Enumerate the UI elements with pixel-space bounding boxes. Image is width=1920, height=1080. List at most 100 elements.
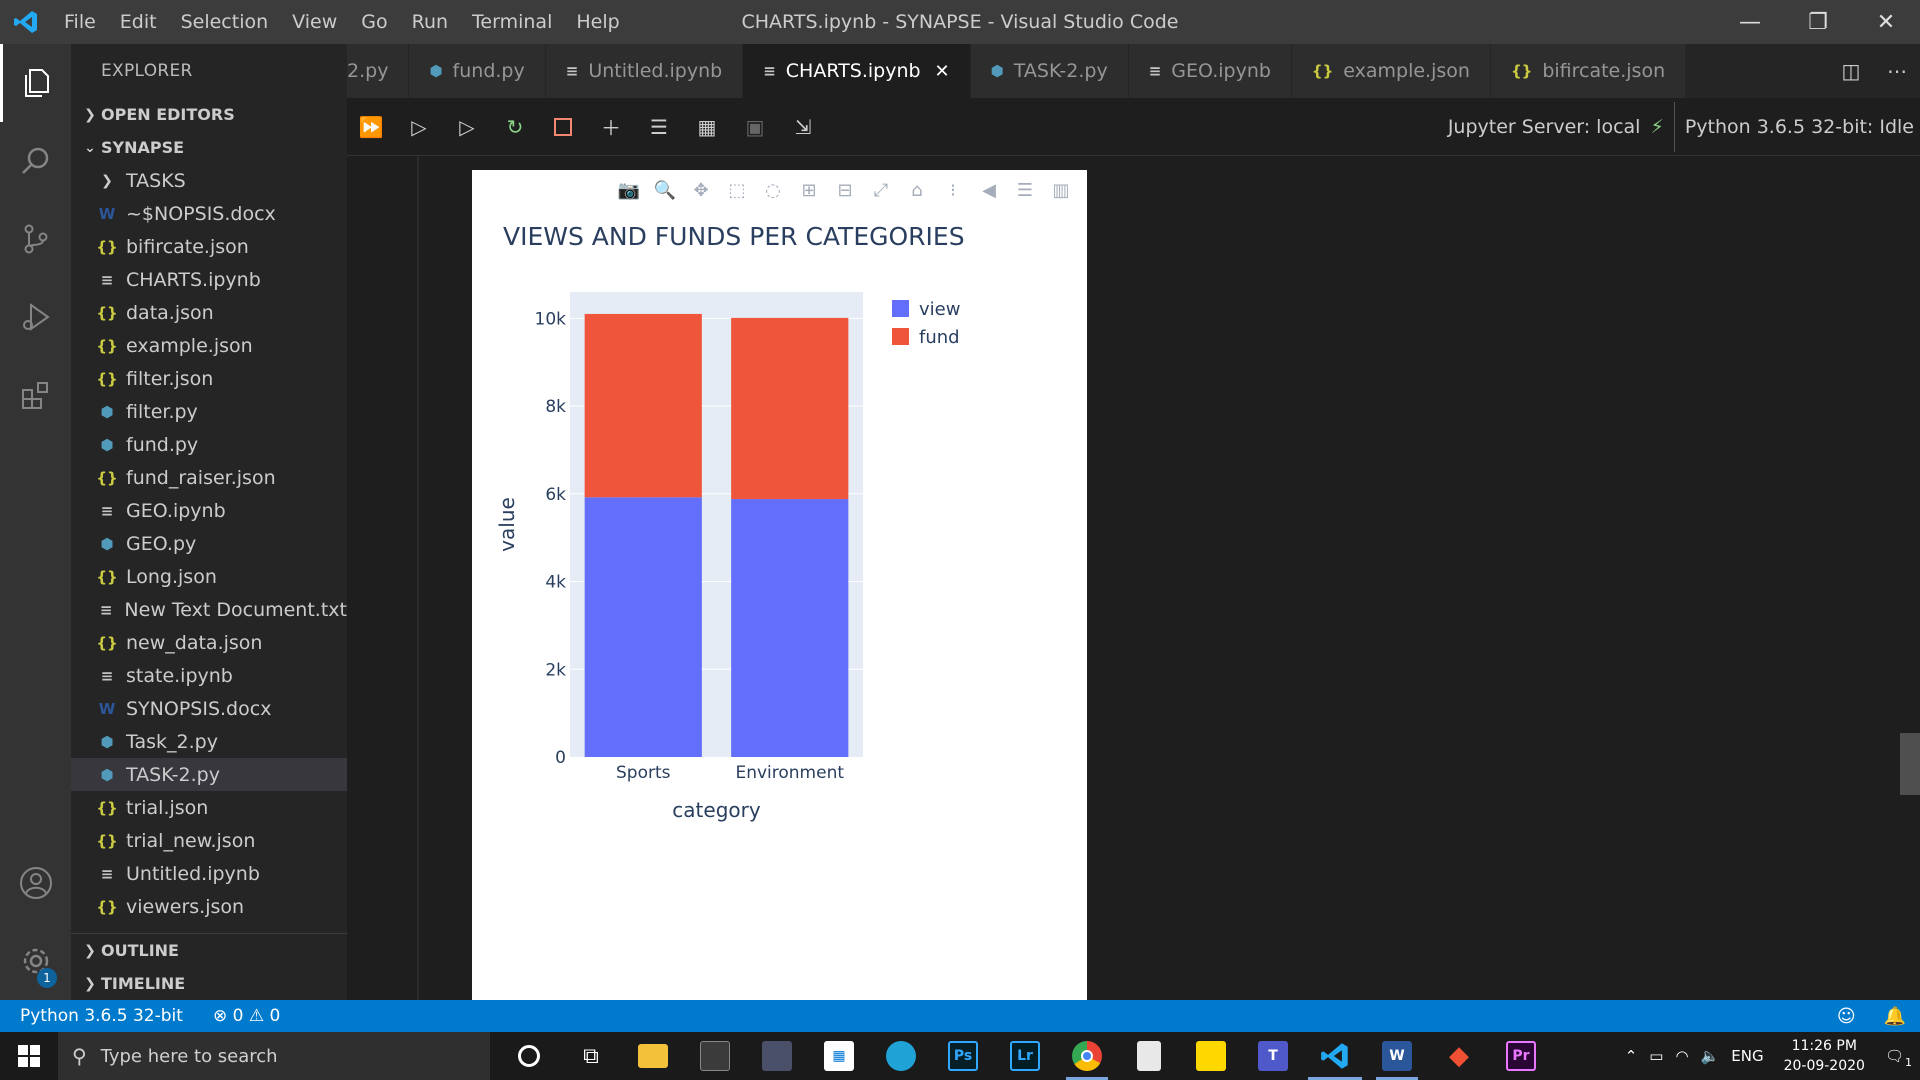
- editor-tab[interactable]: ≡ CHARTS.ipynb ✕: [743, 44, 971, 98]
- app-5-icon[interactable]: [684, 1032, 746, 1080]
- app-6-icon[interactable]: [746, 1032, 808, 1080]
- file-item[interactable]: {} example.json: [71, 329, 347, 362]
- taskbar-clock[interactable]: 11:26 PM 20-09-2020: [1770, 1036, 1879, 1076]
- timeline-section[interactable]: ❯ TIMELINE: [71, 967, 347, 1000]
- file-item[interactable]: {} viewers.json: [71, 890, 347, 923]
- pan-icon[interactable]: ✥: [693, 179, 709, 201]
- restore-button[interactable]: ❐: [1808, 9, 1828, 35]
- language-indicator[interactable]: ENG: [1731, 1047, 1764, 1065]
- hover-closest-icon[interactable]: ◀: [982, 179, 996, 201]
- close-window-button[interactable]: ✕: [1876, 9, 1896, 35]
- premiere-icon[interactable]: Pr: [1490, 1032, 1552, 1080]
- file-explorer-icon[interactable]: [622, 1032, 684, 1080]
- reset-axes-icon[interactable]: ⌂: [911, 179, 923, 201]
- editor-tab[interactable]: ⬢ TASK-2.py: [970, 44, 1129, 98]
- lightroom-icon[interactable]: Lr: [994, 1032, 1056, 1080]
- minimize-button[interactable]: —: [1739, 9, 1761, 35]
- export-icon[interactable]: ⇲: [794, 114, 812, 139]
- menu-selection[interactable]: Selection: [180, 11, 269, 33]
- zoom-out-icon[interactable]: ⊟: [837, 179, 853, 201]
- vscode-taskbar-icon[interactable]: [1304, 1032, 1366, 1080]
- run-above-icon[interactable]: ▷: [411, 114, 427, 139]
- save-icon[interactable]: ▣: [745, 114, 765, 139]
- menu-go[interactable]: Go: [361, 11, 388, 33]
- restart-kernel-icon[interactable]: ↻: [506, 114, 524, 139]
- variables-icon[interactable]: ▦: [697, 114, 717, 139]
- file-item[interactable]: W ~$NOPSIS.docx: [71, 197, 347, 230]
- file-item[interactable]: ⬢ TASK-2.py: [71, 758, 347, 791]
- scrollbar-thumb[interactable]: [1900, 733, 1920, 795]
- autoscale-icon[interactable]: ⤢: [873, 179, 889, 201]
- editor-tab[interactable]: 2.py: [347, 44, 410, 98]
- outline-section[interactable]: ❯ OUTLINE: [71, 934, 347, 967]
- git-icon[interactable]: ◆: [1449, 1041, 1469, 1071]
- menu-file[interactable]: File: [64, 11, 96, 33]
- python-interpreter[interactable]: Python 3.6.5 32-bit: [20, 1006, 183, 1026]
- clear-outputs-icon[interactable]: ☰: [650, 114, 668, 139]
- edge-icon[interactable]: [870, 1032, 932, 1080]
- teams-icon[interactable]: T: [1242, 1032, 1304, 1080]
- folder-tasks[interactable]: ❯ TASKS: [71, 164, 347, 197]
- menu-edit[interactable]: Edit: [119, 11, 157, 33]
- cortana-icon[interactable]: [498, 1032, 560, 1080]
- accounts-icon[interactable]: [0, 844, 71, 922]
- photoshop-icon[interactable]: Ps: [932, 1032, 994, 1080]
- file-item[interactable]: ≡ Untitled.ipynb: [71, 857, 347, 890]
- spike-lines-icon[interactable]: ⁝: [950, 179, 956, 201]
- plotly-logo-icon[interactable]: ▥: [1052, 179, 1070, 201]
- editor-tab[interactable]: ≡ GEO.ipynb: [1128, 44, 1292, 98]
- zoom-in-icon[interactable]: ⊞: [801, 179, 817, 201]
- more-actions-icon[interactable]: ⋯: [1887, 59, 1907, 83]
- notifications-bell-icon[interactable]: 🔔: [1883, 1005, 1906, 1027]
- menu-terminal[interactable]: Terminal: [472, 11, 553, 33]
- run-all-cells-icon[interactable]: ⏩: [358, 114, 384, 139]
- open-editors-section[interactable]: ❯ OPEN EDITORS: [71, 98, 347, 131]
- file-item[interactable]: {} filter.json: [71, 362, 347, 395]
- lasso-select-icon[interactable]: ◌: [765, 179, 781, 201]
- kernel-status[interactable]: Python 3.6.5 32-bit: Idle: [1684, 116, 1914, 138]
- file-item[interactable]: ≡ New Text Document.txt: [71, 593, 347, 626]
- file-item[interactable]: ≡ CHARTS.ipynb: [71, 263, 347, 296]
- editor-tab[interactable]: {} bifircate.json: [1490, 44, 1687, 98]
- file-item[interactable]: {} data.json: [71, 296, 347, 329]
- battery-icon[interactable]: ▭: [1649, 1047, 1664, 1065]
- search-icon[interactable]: [0, 122, 71, 200]
- camera-icon[interactable]: 📷: [617, 179, 641, 201]
- file-item[interactable]: {} bifircate.json: [71, 230, 347, 263]
- close-tab-icon[interactable]: ✕: [934, 60, 950, 82]
- wifi-icon[interactable]: ◠: [1675, 1047, 1689, 1065]
- file-item[interactable]: ⬢ GEO.py: [71, 527, 347, 560]
- action-center-icon[interactable]: 🗨 1: [1884, 1047, 1912, 1069]
- file-item[interactable]: ≡ GEO.ipynb: [71, 494, 347, 527]
- hover-compare-icon[interactable]: ☰: [1016, 179, 1034, 201]
- file-item[interactable]: ⬢ fund.py: [71, 428, 347, 461]
- file-item[interactable]: ⬢ Task_2.py: [71, 725, 347, 758]
- editor-tab[interactable]: ≡ Untitled.ipynb: [545, 44, 744, 98]
- problems-indicator[interactable]: ⊗ 0 ⚠ 0: [193, 1006, 290, 1026]
- taskbar-search-box[interactable]: ⚲ Type here to search: [58, 1032, 490, 1080]
- interrupt-kernel-icon[interactable]: [539, 98, 587, 156]
- file-app-icon[interactable]: [1118, 1032, 1180, 1080]
- source-control-icon[interactable]: [0, 200, 71, 278]
- task-view-icon[interactable]: ⧉: [583, 1043, 599, 1069]
- file-item[interactable]: {} fund_raiser.json: [71, 461, 347, 494]
- file-item[interactable]: {} trial.json: [71, 791, 347, 824]
- store-icon[interactable]: ▦: [808, 1032, 870, 1080]
- editor-tab[interactable]: {} example.json: [1291, 44, 1491, 98]
- volume-icon[interactable]: 🔈: [1700, 1047, 1720, 1065]
- menu-view[interactable]: View: [292, 11, 338, 33]
- extensions-icon[interactable]: [0, 356, 71, 434]
- zoom-icon[interactable]: 🔍: [653, 179, 677, 201]
- file-item[interactable]: W SYNOPSIS.docx: [71, 692, 347, 725]
- menu-help[interactable]: Help: [576, 11, 620, 33]
- file-item[interactable]: {} Long.json: [71, 560, 347, 593]
- windows-start-icon[interactable]: [0, 1032, 58, 1080]
- word-icon[interactable]: W: [1366, 1032, 1428, 1080]
- editor-tab[interactable]: ⬢ fund.py: [409, 44, 546, 98]
- file-item[interactable]: ≡ state.ipynb: [71, 659, 347, 692]
- jupyter-server-status[interactable]: Jupyter Server: local: [1447, 116, 1641, 138]
- file-item[interactable]: {} new_data.json: [71, 626, 347, 659]
- menu-run[interactable]: Run: [411, 11, 449, 33]
- chrome-icon[interactable]: [1056, 1032, 1118, 1080]
- box-select-icon[interactable]: ⬚: [728, 179, 746, 201]
